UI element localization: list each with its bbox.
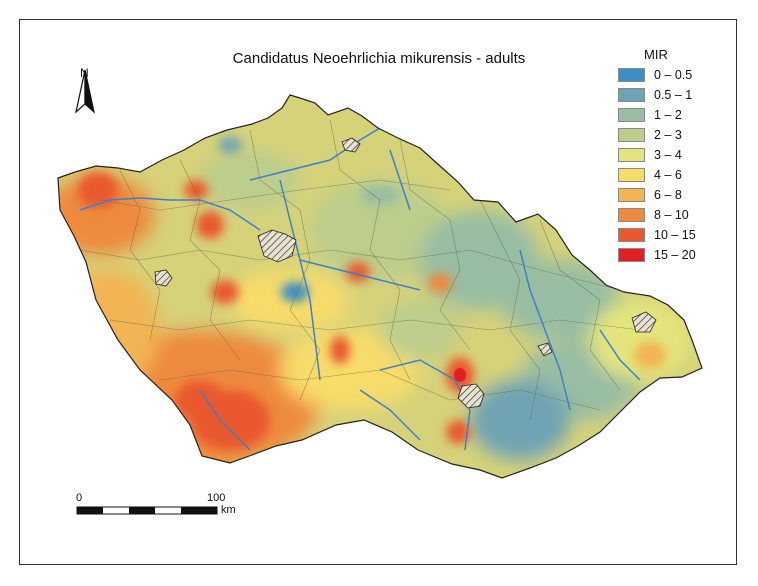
scale-bar-graphic <box>76 506 218 515</box>
legend-swatch <box>618 148 645 162</box>
legend-item: 0 – 0.5 <box>618 65 696 85</box>
legend-label: 10 – 15 <box>654 228 696 242</box>
legend-label: 4 – 6 <box>654 168 682 182</box>
scale-unit: km <box>221 504 236 516</box>
legend-swatch <box>618 248 645 262</box>
country-outline <box>57 94 703 479</box>
legend-label: 6 – 8 <box>654 188 682 202</box>
legend-swatch <box>618 208 645 222</box>
map-title: Candidatus Neoehrlichia mikurensis - adu… <box>232 50 526 67</box>
legend-swatch <box>618 228 645 242</box>
legend-swatch <box>618 108 645 122</box>
legend-label: 15 – 20 <box>654 248 696 262</box>
legend-item: 1 – 2 <box>618 105 696 125</box>
legend-swatch <box>618 68 645 82</box>
legend: MIR 0 – 0.5 0.5 – 1 1 – 2 2 – 3 3 – 4 4 – 6 6 … <box>618 47 696 265</box>
legend-item: 4 – 6 <box>618 165 696 185</box>
city-areas <box>154 137 657 409</box>
legend-swatch <box>618 88 645 102</box>
legend-label: 0.5 – 1 <box>654 88 693 102</box>
legend-label: 3 – 4 <box>654 148 682 162</box>
legend-title: MIR <box>644 47 668 62</box>
north-arrow-icon <box>75 69 95 114</box>
legend-item: 0.5 – 1 <box>618 85 696 105</box>
legend-label: 0 – 0.5 <box>654 68 693 82</box>
legend-item: 8 – 10 <box>618 205 696 225</box>
legend-label: 8 – 10 <box>654 208 689 222</box>
scale-start-label: 0 <box>76 492 83 504</box>
legend-swatch <box>618 188 645 202</box>
legend-items: 0 – 0.5 0.5 – 1 1 – 2 2 – 3 3 – 4 4 – 6 6 – 8 8… <box>618 65 696 265</box>
legend-label: 2 – 3 <box>654 128 682 142</box>
legend-label: 1 – 2 <box>654 108 682 122</box>
rivers <box>79 127 641 451</box>
legend-swatch <box>618 168 645 182</box>
legend-item: 2 – 3 <box>618 125 696 145</box>
legend-item: 6 – 8 <box>618 185 696 205</box>
legend-item: 3 – 4 <box>618 145 696 165</box>
legend-item: 10 – 15 <box>618 225 696 245</box>
scale-end-label: 100 <box>207 492 226 504</box>
legend-swatch <box>618 128 645 142</box>
legend-item: 15 – 20 <box>618 245 696 265</box>
